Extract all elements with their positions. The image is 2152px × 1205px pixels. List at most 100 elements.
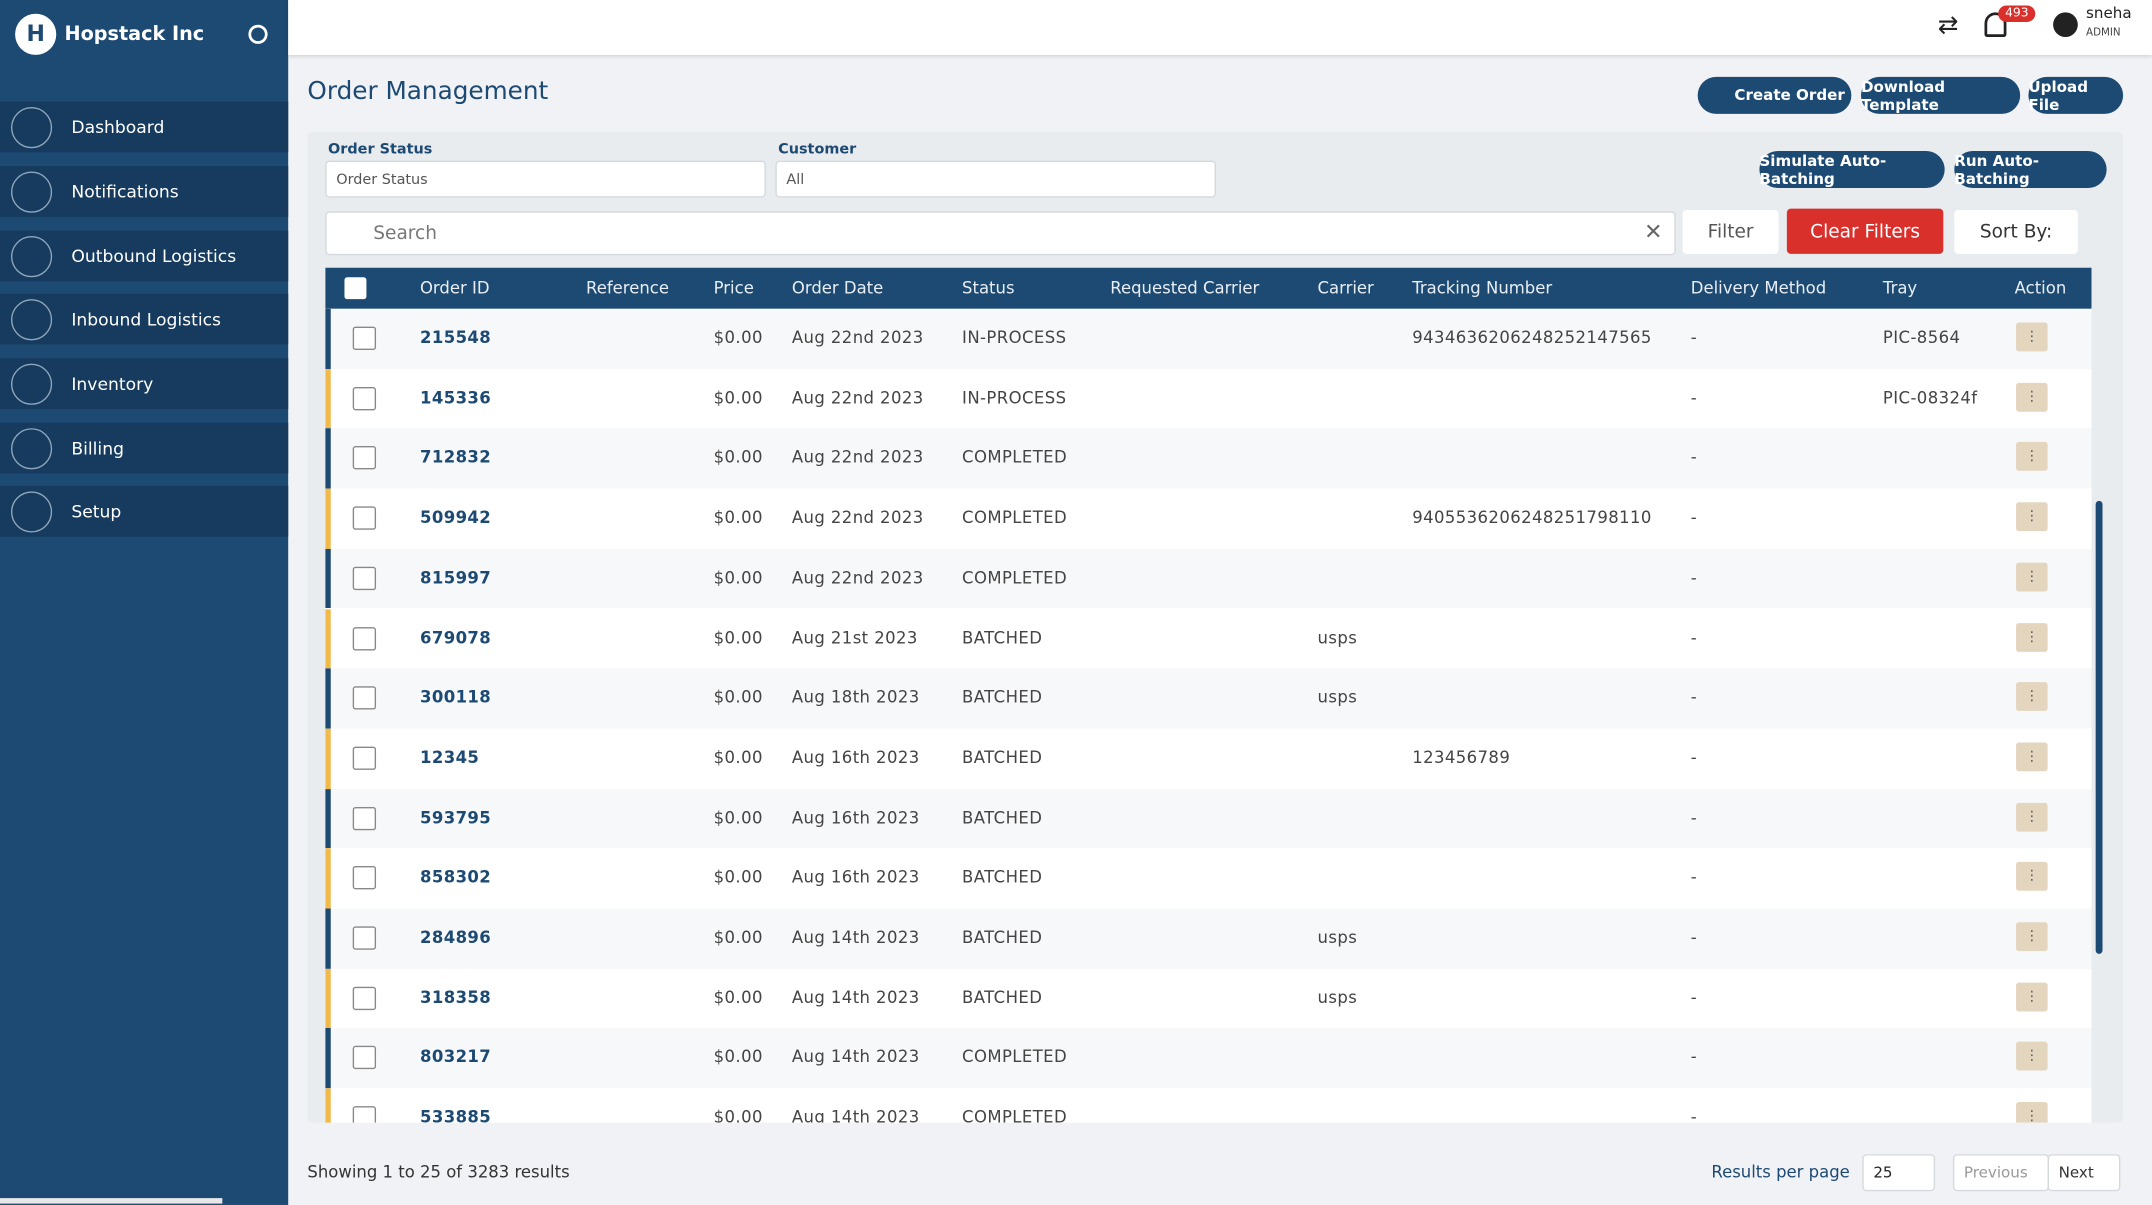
cell: $0.00 [713, 387, 763, 408]
logo: H [15, 13, 57, 55]
action-button[interactable]: ⋮ [2016, 742, 2048, 772]
action-button[interactable]: ⋮ [2016, 442, 2048, 472]
action-button[interactable]: ⋮ [2016, 382, 2048, 412]
simulate-batching-button[interactable]: Simulate Auto-Batching [1759, 150, 1945, 189]
clear-filters-button[interactable]: Clear Filters [1786, 208, 1944, 254]
row-checkbox[interactable] [352, 506, 377, 530]
row-checkbox[interactable] [352, 626, 377, 650]
nav-item[interactable]: Outbound Logistics [0, 230, 289, 282]
cell: 9434636206248252147565 [1412, 328, 1652, 348]
cell: Aug 14th 2023 [791, 1107, 920, 1123]
nav-item[interactable]: Setup [0, 485, 289, 537]
row-checkbox[interactable] [352, 1046, 377, 1070]
cell: $0.00 [713, 687, 763, 708]
nav-icon [10, 170, 53, 213]
bell-icon[interactable] [1984, 12, 2007, 38]
create-order-button[interactable]: Create Order [1697, 76, 1852, 114]
action-button[interactable]: ⋮ [2016, 982, 2048, 1012]
row-checkbox[interactable] [352, 386, 377, 410]
sidebar: H Hopstack Inc Dashboard Notifications Out… [0, 0, 289, 1205]
table-row: 533885 $0.00 Aug 14th 2023 COMPLETED - ⋮ [325, 1088, 2092, 1123]
per-page-select[interactable]: 25 [1862, 1154, 1936, 1192]
nav-icon [10, 106, 53, 148]
order-id-link[interactable]: 215548 [419, 328, 492, 348]
filter-button[interactable]: Filter [1682, 209, 1779, 254]
action-button[interactable]: ⋮ [2016, 922, 2048, 952]
order-id-link[interactable]: 593795 [419, 807, 492, 827]
row-checkbox[interactable] [352, 926, 377, 950]
action-button[interactable]: ⋮ [2016, 502, 2048, 532]
order-id-link[interactable]: 145336 [419, 387, 492, 408]
customer-select[interactable]: All [775, 160, 1216, 198]
order-id-link[interactable]: 712832 [419, 447, 492, 468]
cell: - [1690, 1047, 1698, 1067]
cell: $0.00 [713, 328, 763, 348]
action-button[interactable]: ⋮ [2016, 862, 2048, 892]
nav-item[interactable]: Inbound Logistics [0, 293, 289, 345]
nav-item[interactable]: Billing [0, 422, 289, 474]
nav-item[interactable]: Notifications [0, 166, 289, 217]
table-row: 145336 $0.00 Aug 22nd 2023 IN-PROCESS - PIC-0… [325, 368, 2092, 429]
action-button[interactable]: ⋮ [2016, 562, 2048, 592]
row-checkbox[interactable] [352, 866, 377, 890]
user-icon[interactable] [2053, 12, 2078, 38]
order-id-link[interactable]: 300118 [419, 687, 492, 708]
order-status-select[interactable]: Order Status [325, 160, 766, 198]
nav-label: Dashboard [71, 116, 165, 138]
row-checkbox[interactable] [352, 806, 377, 830]
cell: - [1690, 927, 1698, 947]
cell: $0.00 [713, 807, 763, 827]
row-checkbox[interactable] [352, 1106, 377, 1123]
order-id-link[interactable]: 509942 [419, 507, 492, 528]
table-header [325, 267, 2092, 309]
action-button[interactable]: ⋮ [2016, 1042, 2048, 1072]
nav-icon [10, 362, 53, 405]
nav-item[interactable]: Inventory [0, 358, 289, 409]
switch-icon[interactable]: ⇄ [1937, 10, 1959, 40]
sort-button[interactable]: Sort By: [1954, 209, 2078, 254]
cell: COMPLETED [962, 507, 1068, 528]
row-checkbox[interactable] [352, 986, 377, 1010]
search-box[interactable]: Search ✕ [325, 211, 1676, 256]
action-button[interactable]: ⋮ [2016, 622, 2048, 652]
action-button[interactable]: ⋮ [2016, 682, 2048, 712]
nav-icon [10, 298, 53, 340]
previous-button[interactable]: Previous [1952, 1154, 2049, 1192]
order-id-link[interactable]: 318358 [419, 987, 492, 1007]
row-checkbox[interactable] [352, 686, 377, 710]
action-button[interactable]: ⋮ [2016, 802, 2048, 832]
row-checkbox[interactable] [352, 746, 377, 770]
order-id-link[interactable]: 815997 [419, 567, 492, 588]
download-template-button[interactable]: Download Template [1860, 76, 2021, 114]
upload-file-button[interactable]: Upload File [2028, 76, 2124, 114]
select-all-checkbox[interactable] [344, 277, 367, 300]
table-row: 593795 $0.00 Aug 16th 2023 BATCHED - ⋮ [325, 788, 2092, 849]
cell: COMPLETED [962, 1107, 1068, 1123]
action-button[interactable]: ⋮ [2016, 1102, 2048, 1123]
order-id-link[interactable]: 284896 [419, 927, 492, 947]
run-batching-button[interactable]: Run Auto-Batching [1954, 150, 2107, 189]
row-checkbox[interactable] [352, 446, 377, 470]
nav-item[interactable]: Dashboard [0, 101, 289, 153]
nav-icon [10, 490, 53, 532]
cell: Aug 22nd 2023 [791, 387, 924, 408]
nav-icon [10, 427, 53, 469]
action-button[interactable]: ⋮ [2016, 322, 2048, 352]
cell: $0.00 [713, 987, 763, 1007]
customer-label: Customer [778, 141, 857, 158]
row-checkbox[interactable] [352, 566, 377, 590]
table-scrollbar [2095, 500, 2103, 954]
notification-badge: 493 [1998, 5, 2036, 22]
cell: usps [1317, 927, 1358, 947]
next-button[interactable]: Next [2047, 1154, 2121, 1192]
clear-search[interactable]: ✕ [1644, 218, 1663, 245]
order-id-link[interactable]: 679078 [419, 627, 492, 648]
order-id-link[interactable]: 803217 [419, 1047, 492, 1067]
order-id-link[interactable]: 533885 [419, 1107, 492, 1123]
search-placeholder: Search [373, 222, 437, 245]
order-id-link[interactable]: 858302 [419, 867, 492, 887]
order-id-link[interactable]: 12345 [419, 747, 480, 768]
row-checkbox[interactable] [352, 326, 377, 350]
settings-icon[interactable] [248, 24, 268, 44]
